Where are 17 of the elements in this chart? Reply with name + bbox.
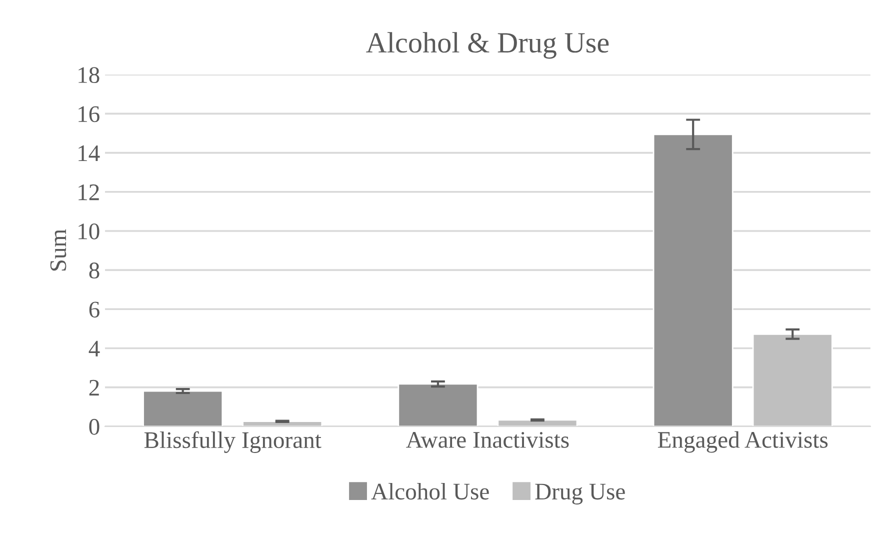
- y-tick-label: 14: [78, 145, 100, 161]
- y-tick-label: 18: [78, 67, 100, 84]
- y-tick-label: 6: [89, 302, 100, 318]
- x-tick-label: Engaged Activists: [658, 431, 828, 453]
- y-tick-label: 10: [78, 223, 100, 240]
- legend-label: Drug Use: [535, 484, 625, 504]
- x-tick-label: Aware Inactivists: [406, 432, 569, 448]
- y-tick-label: 4: [88, 340, 100, 356]
- y-tick-label: 0: [89, 418, 100, 435]
- y-tick-label: 8: [89, 262, 100, 278]
- y-tick-label: 12: [78, 184, 99, 200]
- legend-label: Alcohol Use: [371, 482, 489, 500]
- chart-title: Alcohol & Drug Use: [366, 32, 609, 59]
- y-tick-label: 2: [89, 380, 99, 396]
- y-axis-title: Sum: [50, 229, 66, 271]
- x-tick-label: Blissfully Ignorant: [144, 431, 322, 453]
- y-tick-label: 16: [78, 106, 100, 122]
